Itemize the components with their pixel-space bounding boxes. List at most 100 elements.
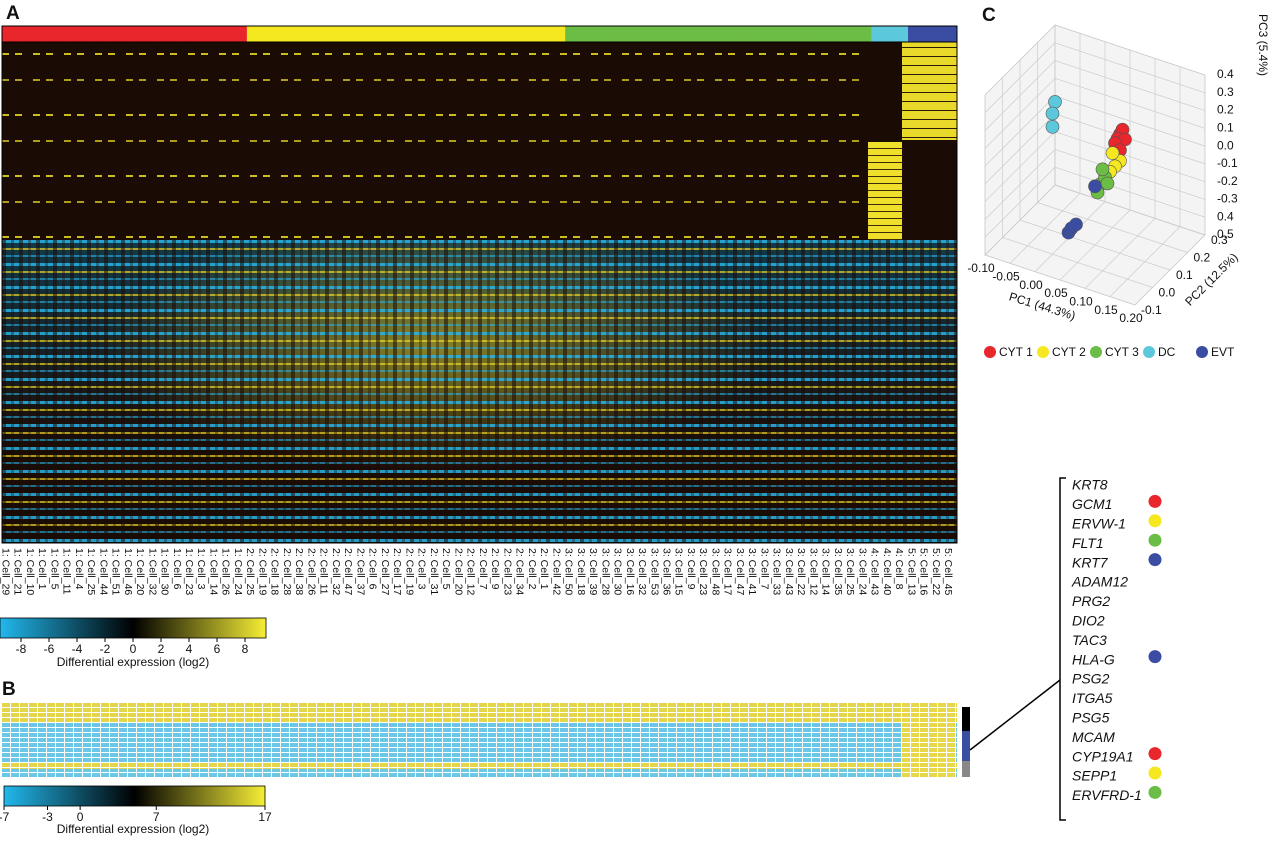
group-bar: [344, 26, 358, 42]
group-bar: [540, 26, 554, 42]
group-bar: [871, 26, 885, 42]
cell-label: 3: Cell_30: [612, 548, 624, 595]
point: [1088, 179, 1102, 194]
cell-label: 1: Cell_23: [183, 548, 195, 595]
z-tick-label: 0.4: [1217, 209, 1234, 223]
colorbar-tick-label: 4: [186, 642, 193, 656]
x-tick-label: 0.05: [1044, 286, 1068, 300]
gene-label: HLA-G: [1072, 651, 1115, 667]
cell-label: 3: Cell_22: [795, 548, 807, 595]
legend-label: DC: [1158, 345, 1176, 359]
gene-label: FLT1: [1072, 535, 1104, 551]
group-bar: [222, 26, 236, 42]
colorbar-tick-label: 0: [130, 642, 137, 656]
grid-line: [984, 131, 1056, 202]
grid-line: [1002, 237, 1153, 288]
cell-label: 1: Cell_14: [207, 548, 219, 595]
group-bar: [834, 26, 848, 42]
gene-label: ITGA5: [1072, 690, 1113, 706]
gene-label: KRT7: [1072, 554, 1109, 570]
cell-label: 2: Cell_37: [354, 548, 366, 595]
group-bar: [393, 26, 407, 42]
cell-label: 1: Cell_20: [134, 548, 146, 595]
group-bar: [577, 26, 591, 42]
cell-label: 3: Cell_32: [636, 548, 648, 595]
grid-line: [1054, 166, 1206, 218]
z-tick-label: 0.4: [1217, 67, 1234, 81]
group-bar: [185, 26, 199, 42]
group-bar: [859, 26, 872, 42]
cell-label: 3: Cell_7: [758, 548, 770, 590]
cell-label: 3: Cell_16: [624, 548, 636, 595]
z-tick-label: -0.2: [1217, 174, 1238, 188]
group-bar: [332, 26, 346, 42]
cell-label: 1: Cell_44: [97, 548, 109, 595]
legend-swatch: [1143, 346, 1155, 358]
colorbar-tick-label: -2: [100, 642, 111, 656]
grid-line: [1054, 60, 1206, 111]
group-bar: [491, 26, 505, 42]
grid-line: [1054, 78, 1206, 129]
colorbar-tick-label: -8: [16, 642, 27, 656]
gene-label: ERVFRD-1: [1072, 787, 1142, 803]
cell-label: 4: Cell_43: [869, 548, 881, 595]
y-tick-label: 0.3: [1211, 233, 1228, 247]
colorbar-tick-label: -6: [44, 642, 55, 656]
cell-label: 2: Cell_47: [342, 548, 354, 595]
group-bar: [357, 26, 370, 42]
bracket: [1059, 477, 1066, 821]
grid-line: [1054, 24, 1206, 76]
colorbar-tick-label: 2: [158, 642, 165, 656]
colorbar-tick-label: 8: [242, 642, 249, 656]
grid-line: [984, 113, 1056, 185]
group-bar: [810, 26, 823, 42]
cell-label: 2: Cell_34: [514, 548, 526, 595]
cell-label: 1: Cell_30: [159, 548, 171, 595]
gene-label: PRG2: [1072, 593, 1110, 609]
axis-title: PC3 (5.4%): [1256, 14, 1270, 76]
group-bar: [638, 26, 652, 42]
group-bar: [148, 26, 162, 42]
cell-label: 1: Cell_1: [36, 548, 48, 590]
cell-label: 3: Cell_43: [783, 548, 795, 595]
gene-label: MCAM: [1072, 729, 1115, 745]
x-tick-label: 0.15: [1094, 303, 1118, 317]
cell-label: 5: Cell_45: [942, 548, 954, 595]
heatmap-a-sparse: [2, 42, 868, 240]
x-tick-label: 0.20: [1119, 311, 1143, 325]
cell-label: 1: Cell_5: [48, 548, 60, 590]
connector: [969, 679, 1061, 751]
group-bar: [748, 26, 762, 42]
group-bar: [26, 26, 40, 42]
legend-label: CYT 1: [999, 345, 1033, 359]
group-bar: [822, 26, 836, 42]
cell-label: 1: Cell_4: [73, 548, 85, 590]
cell-label: 1: Cell_10: [24, 548, 36, 595]
cell-label: 3: Cell_47: [734, 548, 746, 595]
group-bar: [614, 26, 627, 42]
group-bar: [650, 26, 664, 42]
grid-line: [984, 24, 1056, 96]
group-bar: [161, 26, 174, 42]
colorbar: [3, 785, 266, 807]
group-bar-frame: [1, 25, 958, 43]
colorbar-tick-label: 17: [258, 810, 272, 824]
group-bar: [736, 26, 750, 42]
group-bar: [552, 26, 566, 42]
cell-label: 1: Cell_11: [61, 548, 73, 595]
group-bar: [381, 26, 395, 42]
gene-dot: [1148, 785, 1162, 799]
grid-line: [1054, 184, 1206, 236]
group-bar: [136, 26, 150, 42]
group-bar: [320, 26, 334, 42]
cell-label: 5: Cell_13: [905, 548, 917, 595]
group-bar: [75, 26, 89, 42]
group-bar: [528, 26, 542, 42]
point: [1105, 146, 1120, 160]
cell-label: 2: Cell_18: [269, 548, 281, 595]
group-bar: [14, 26, 27, 42]
group-bar: [773, 26, 787, 42]
cell-label: 5: Cell_16: [918, 548, 930, 595]
grid-line: [1037, 202, 1188, 253]
z-tick-label: 0.2: [1217, 103, 1234, 117]
